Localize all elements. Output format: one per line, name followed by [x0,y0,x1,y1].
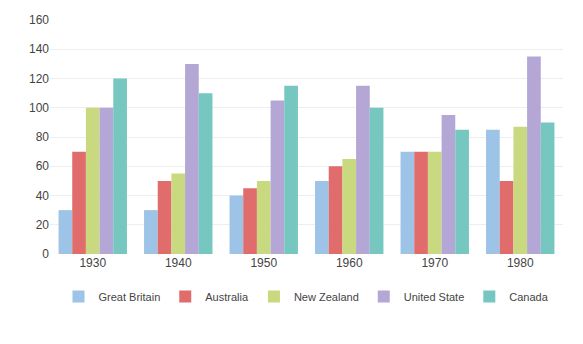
svg-text:Great Britain: Great Britain [99,291,161,303]
svg-text:Canada: Canada [509,291,548,303]
svg-text:60: 60 [36,159,50,173]
svg-text:0: 0 [42,247,49,261]
svg-text:1950: 1950 [250,256,277,270]
svg-text:40: 40 [36,189,50,203]
svg-text:1960: 1960 [336,256,363,270]
svg-text:United State: United State [404,291,465,303]
svg-text:Australia: Australia [205,291,249,303]
svg-text:140: 140 [29,42,49,56]
svg-text:New Zealand: New Zealand [294,291,359,303]
svg-text:20: 20 [36,218,50,232]
svg-text:80: 80 [36,130,50,144]
svg-text:160: 160 [29,13,49,27]
svg-text:1930: 1930 [79,256,106,270]
svg-text:1940: 1940 [165,256,192,270]
svg-text:1970: 1970 [421,256,448,270]
svg-text:1980: 1980 [507,256,534,270]
svg-text:120: 120 [29,72,49,86]
svg-text:100: 100 [29,101,49,115]
